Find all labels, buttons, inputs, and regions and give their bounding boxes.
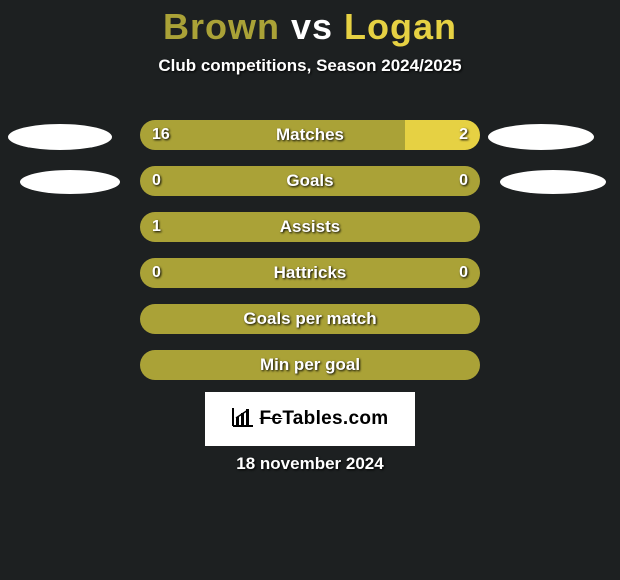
bar-track — [140, 166, 480, 196]
page-title: Brown vs Logan — [0, 0, 620, 48]
photo-ellipse — [20, 170, 120, 194]
bar-left-segment — [140, 350, 480, 380]
photo-ellipse — [488, 124, 594, 150]
bar-left-segment — [140, 304, 480, 334]
bar-track — [140, 258, 480, 288]
comparison-rows: Matches162Goals00Assists1Hattricks00Goal… — [0, 120, 620, 396]
comparison-row: Min per goal — [0, 350, 620, 380]
bar-track — [140, 304, 480, 334]
logo-rest: Tables.com — [282, 408, 388, 429]
bar-left-segment — [140, 166, 480, 196]
bar-left-segment — [140, 120, 405, 150]
bar-left-segment — [140, 212, 480, 242]
bar-track — [140, 350, 480, 380]
photo-ellipse — [500, 170, 606, 194]
bar-track — [140, 120, 480, 150]
bar-right-segment — [405, 120, 480, 150]
title-player2: Logan — [344, 6, 457, 47]
fctables-logo: FcTables.com — [205, 392, 415, 446]
bar-chart-icon — [232, 407, 254, 432]
logo-prefix: Fc — [260, 408, 283, 429]
logo-text: FcTables.com — [260, 408, 389, 430]
title-player1: Brown — [163, 6, 280, 47]
comparison-row: Hattricks00 — [0, 258, 620, 288]
photo-ellipse — [8, 124, 112, 150]
date-text: 18 november 2024 — [0, 454, 620, 474]
comparison-row: Goals per match — [0, 304, 620, 334]
comparison-row: Assists1 — [0, 212, 620, 242]
title-vs: vs — [291, 6, 333, 47]
subtitle: Club competitions, Season 2024/2025 — [0, 56, 620, 76]
bar-left-segment — [140, 258, 480, 288]
bar-track — [140, 212, 480, 242]
